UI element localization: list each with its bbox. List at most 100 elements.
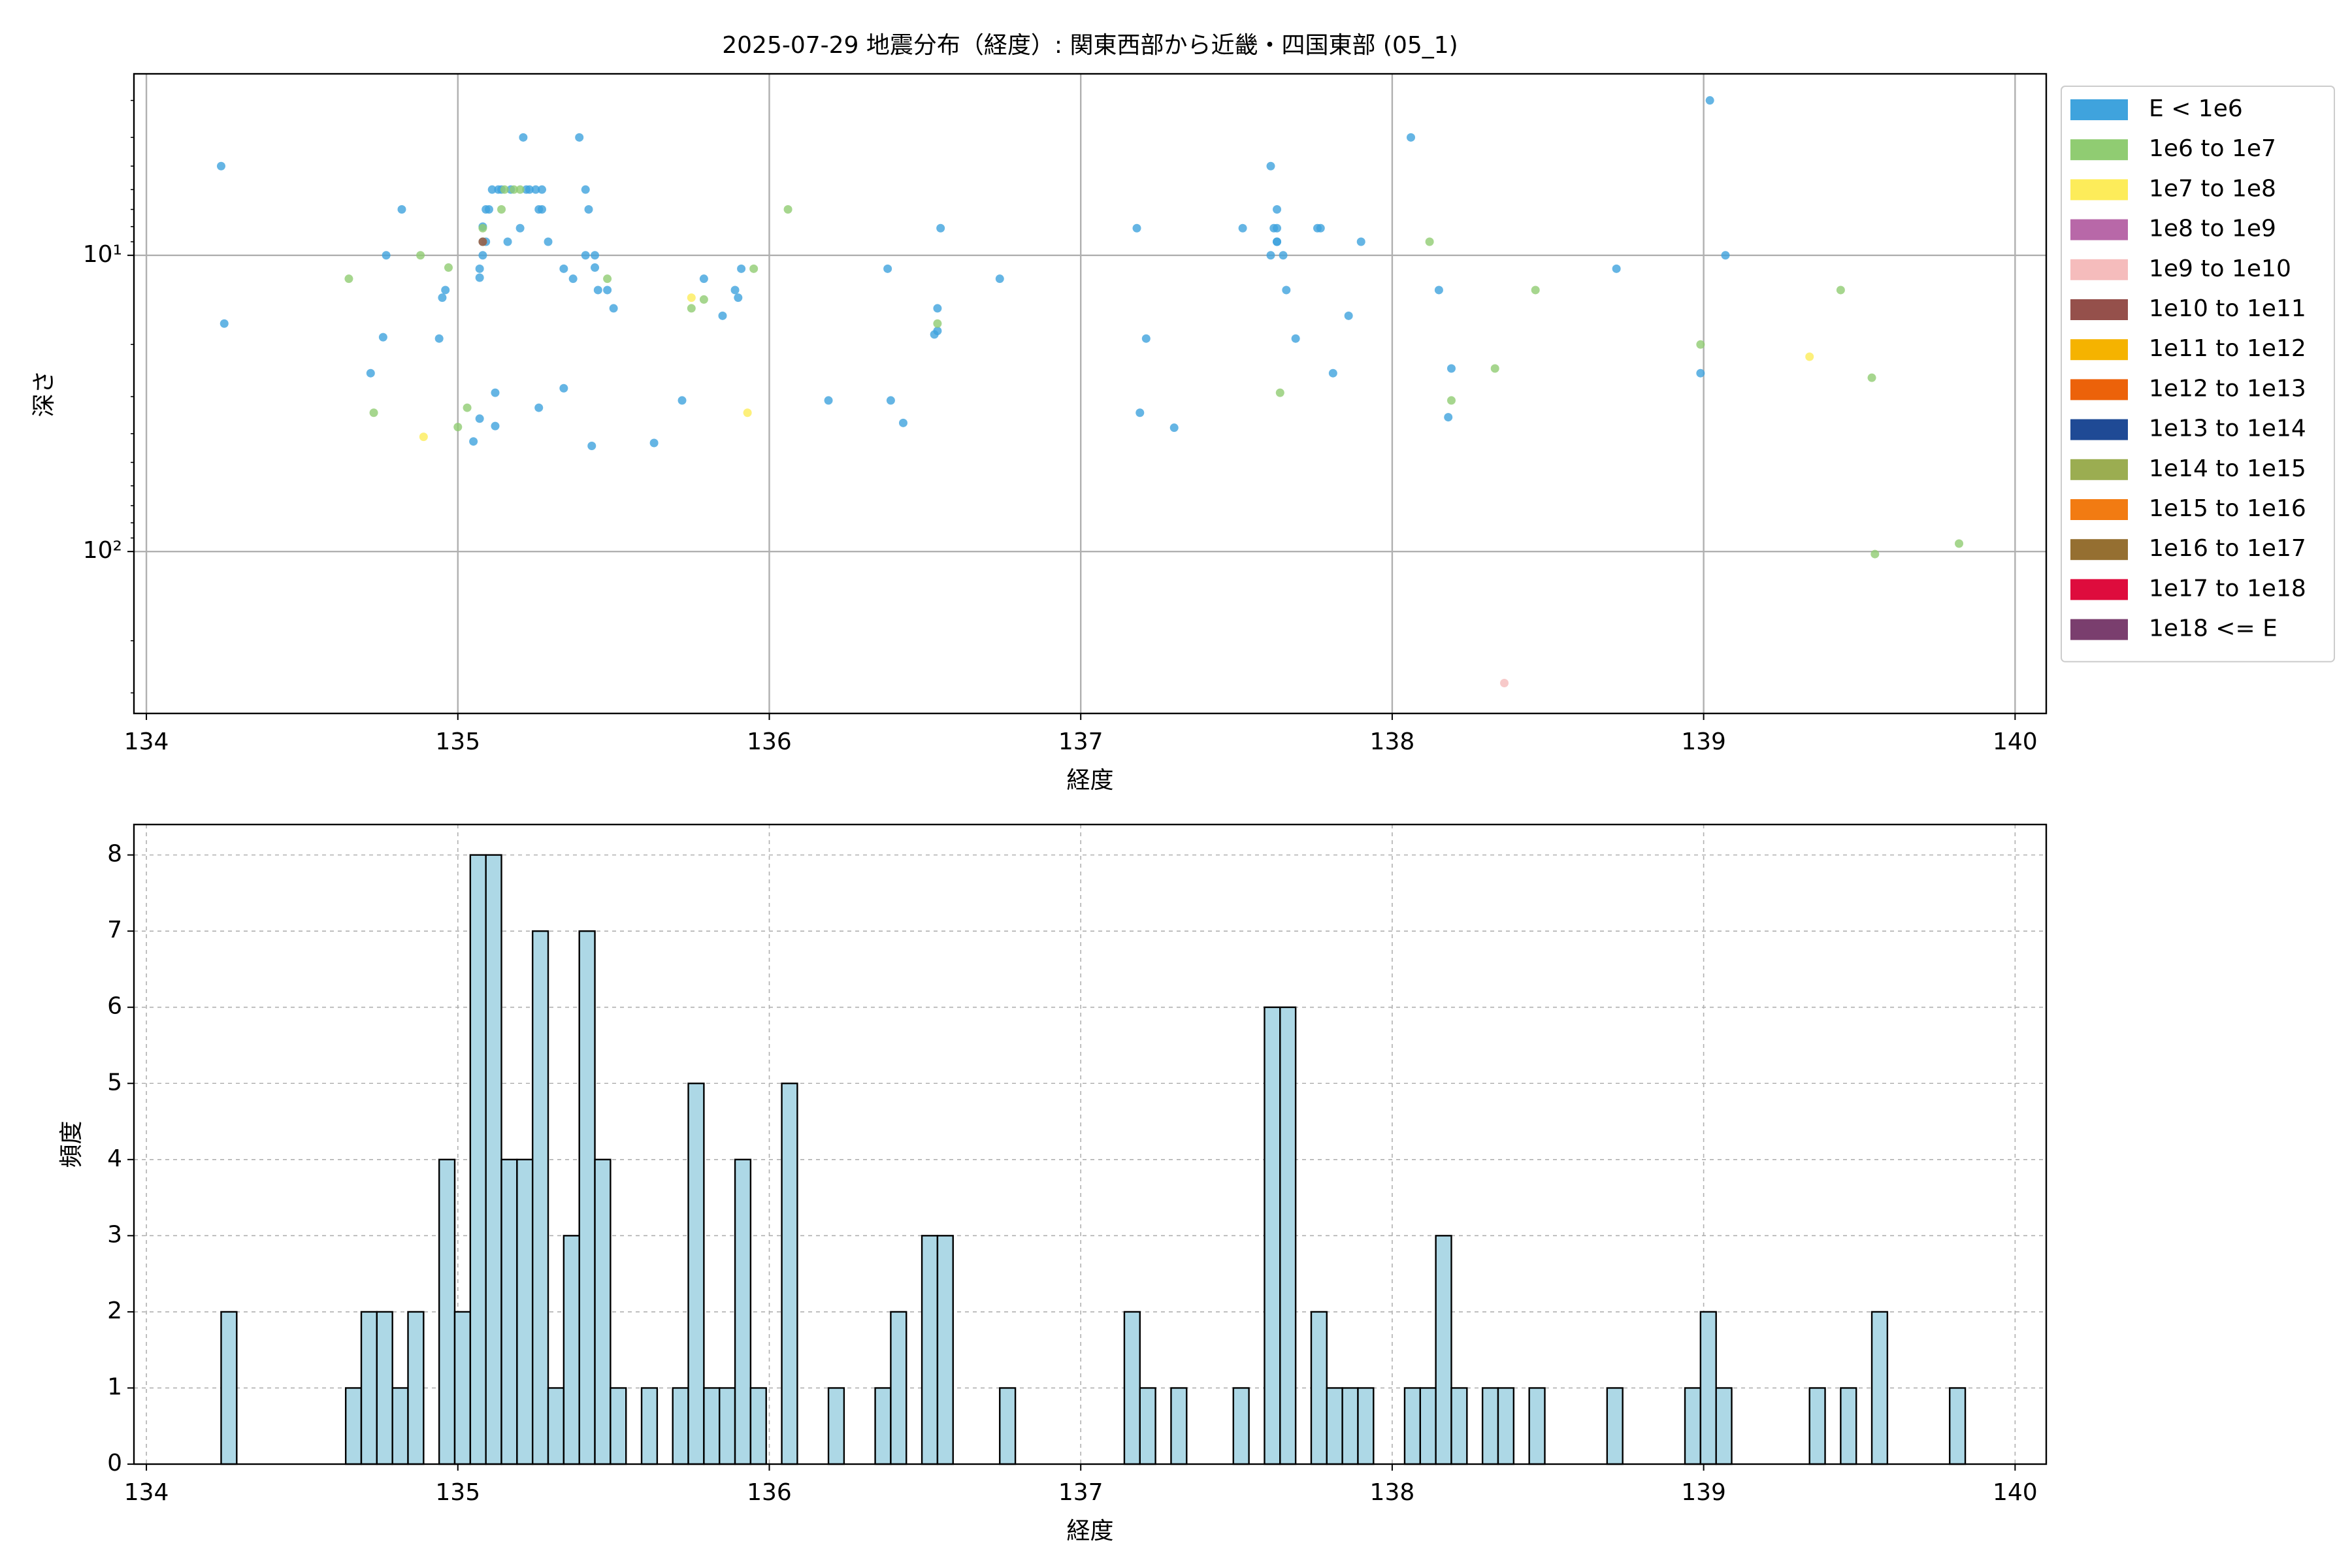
legend-swatch	[2070, 339, 2128, 361]
point	[515, 185, 525, 194]
point	[1531, 286, 1540, 295]
bar	[594, 1158, 612, 1465]
legend-label: 1e12 to 1e13	[2149, 375, 2306, 402]
point	[649, 438, 659, 448]
point	[1344, 311, 1353, 320]
bar	[1450, 1387, 1468, 1465]
point	[1279, 251, 1288, 260]
bar	[1699, 1311, 1717, 1465]
bar	[438, 1158, 456, 1465]
y-tick-label: 6	[107, 993, 122, 1020]
x-tick-label: 135	[435, 1479, 480, 1506]
point	[537, 205, 546, 214]
y-tick-label: 10²	[83, 537, 122, 564]
point	[1316, 223, 1325, 233]
legend-label: 1e7 to 1e8	[2149, 175, 2276, 202]
point	[419, 433, 428, 442]
bar	[1419, 1387, 1437, 1465]
legend-label: 1e14 to 1e15	[2149, 455, 2306, 482]
y-tick-label: 0	[107, 1450, 122, 1477]
bar	[687, 1083, 705, 1465]
x-tick-label: 139	[1681, 728, 1726, 755]
point	[678, 396, 687, 405]
point	[568, 274, 578, 284]
x-tick-label: 139	[1681, 1479, 1726, 1506]
point	[216, 161, 225, 171]
point	[1721, 251, 1730, 260]
point	[434, 334, 444, 343]
chart-title: 2025-07-29 地震分布（経度）: 関東西部から近畿・四国東部 (05_1…	[722, 32, 1458, 59]
axes-frame	[133, 73, 2048, 715]
point	[1328, 368, 1337, 378]
point	[591, 263, 600, 272]
point	[515, 223, 525, 233]
point	[1266, 251, 1275, 260]
point	[930, 330, 939, 339]
legend-label: 1e10 to 1e11	[2149, 295, 2306, 322]
legend-swatch	[2070, 179, 2128, 201]
bar	[1684, 1387, 1702, 1465]
point	[609, 304, 618, 313]
bar	[1326, 1387, 1343, 1465]
bar	[531, 930, 549, 1465]
point	[487, 185, 497, 194]
legend-label: 1e13 to 1e14	[2149, 416, 2306, 442]
point	[491, 421, 500, 431]
bar	[500, 1158, 518, 1465]
point	[1867, 373, 1876, 382]
legend-swatch	[2070, 379, 2128, 400]
legend-label: 1e6 to 1e7	[2149, 135, 2276, 162]
legend-swatch	[2070, 99, 2128, 120]
point	[484, 205, 493, 214]
point	[584, 205, 593, 214]
legend-box	[2061, 86, 2335, 662]
y-tick-label: 3	[107, 1221, 122, 1248]
point	[503, 237, 512, 246]
legend-label: 1e18 <= E	[2149, 615, 2278, 642]
bar	[1528, 1387, 1546, 1465]
point	[1135, 408, 1145, 417]
legend-label: 1e15 to 1e16	[2149, 495, 2306, 522]
x-axis-label: 経度	[1066, 767, 1113, 794]
point	[1238, 223, 1247, 233]
bar	[1123, 1311, 1141, 1465]
point	[1273, 205, 1282, 214]
bar	[563, 1235, 580, 1465]
point	[453, 423, 463, 432]
point	[1446, 364, 1456, 373]
legend-label: 1e9 to 1e10	[2149, 255, 2291, 282]
bar	[1232, 1387, 1250, 1465]
point	[1836, 286, 1845, 295]
point	[591, 251, 600, 260]
point	[497, 205, 506, 214]
point	[749, 264, 759, 273]
point	[441, 286, 450, 295]
point	[743, 408, 752, 417]
point	[531, 185, 540, 194]
point	[1696, 340, 1705, 349]
point	[1425, 237, 1434, 246]
point	[559, 384, 568, 393]
bar	[1481, 1387, 1499, 1465]
point	[438, 293, 447, 302]
legend-label: 1e16 to 1e17	[2149, 535, 2306, 562]
bar	[1870, 1311, 1889, 1465]
bar	[1310, 1311, 1328, 1465]
bar	[578, 930, 596, 1465]
x-tick-label: 134	[124, 1479, 169, 1506]
bar	[1840, 1387, 1857, 1465]
point	[1444, 413, 1453, 422]
legend-swatch	[2070, 219, 2128, 240]
bar	[453, 1311, 472, 1465]
point	[478, 223, 487, 233]
point	[995, 274, 1004, 284]
point	[519, 133, 528, 142]
legend: E < 1e6 1e6 to 1e7 1e7 to 1e8 1e8 to 1e9 1e9…	[2061, 86, 2335, 662]
point	[783, 205, 792, 214]
point	[1282, 286, 1291, 295]
x-tick-label: 137	[1058, 1479, 1103, 1506]
x-tick-label: 138	[1370, 728, 1415, 755]
point	[718, 311, 727, 320]
